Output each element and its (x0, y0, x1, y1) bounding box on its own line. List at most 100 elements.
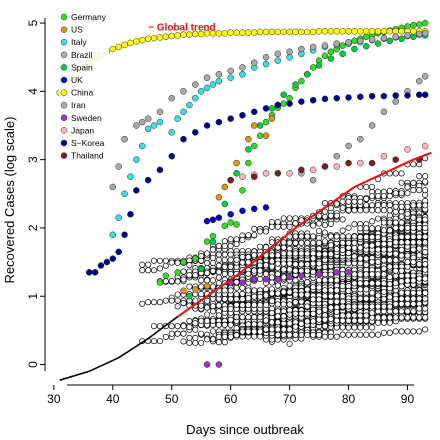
other-country-point (333, 308, 340, 315)
point-germany (339, 42, 346, 49)
y-tick-label: 5 (26, 19, 40, 26)
other-country-point (280, 301, 287, 308)
point-italy (144, 125, 152, 133)
other-country-point (416, 314, 423, 321)
point-spain (315, 62, 323, 69)
other-country-point (215, 312, 222, 319)
point-skorea (109, 255, 117, 262)
point-germany (192, 255, 199, 262)
point-china (215, 30, 223, 37)
other-country-point (286, 260, 293, 267)
other-country-point (351, 233, 358, 240)
other-country-point (416, 252, 423, 259)
other-country-point (227, 243, 234, 250)
other-country-point (162, 278, 169, 285)
point-skorea (115, 248, 122, 256)
other-country-point (404, 328, 411, 335)
other-country-point (286, 282, 293, 289)
other-country-point (357, 244, 364, 251)
other-country-point (339, 216, 346, 223)
point-germany (250, 142, 258, 150)
other-country-point (422, 295, 429, 302)
point-skorea (192, 129, 199, 136)
point-sweden (203, 361, 211, 368)
other-country-point (369, 218, 376, 225)
point-germany (280, 100, 287, 107)
other-country-point (363, 295, 370, 302)
other-country-point (392, 300, 399, 307)
other-country-point (374, 280, 382, 287)
axes (44, 18, 414, 386)
other-country-point (386, 257, 393, 264)
other-country-point (351, 207, 358, 214)
other-country-point (345, 240, 352, 247)
point-skorea (85, 269, 93, 276)
other-country-point (321, 208, 329, 215)
point-china (162, 33, 170, 40)
other-country-point (339, 324, 346, 331)
other-country-point (422, 173, 429, 180)
point-spain (268, 105, 276, 112)
other-country-point (363, 207, 370, 214)
other-country-point (251, 287, 258, 294)
other-country-point (392, 190, 399, 197)
other-country-point (316, 296, 323, 303)
point-italy (139, 142, 146, 150)
point-spain (374, 40, 382, 47)
other-country-point (374, 319, 382, 326)
other-country-point (304, 233, 311, 240)
point-germany (233, 221, 240, 228)
other-country-point (221, 305, 228, 312)
point-china (150, 34, 158, 42)
point-china (280, 28, 287, 36)
point-skorea (309, 96, 317, 104)
other-country-point (245, 270, 252, 277)
other-country-point (410, 239, 417, 246)
point-italy (227, 74, 234, 81)
point-germany (156, 279, 164, 286)
other-country-point (392, 203, 399, 210)
legend-swatch (60, 127, 68, 134)
other-country-point (392, 224, 399, 231)
point-spain (327, 55, 335, 62)
other-country-point (333, 277, 340, 284)
other-country-point (416, 305, 423, 312)
other-country-point (280, 289, 287, 296)
other-country-point (209, 336, 217, 343)
other-country-point (333, 293, 340, 300)
point-italy (274, 57, 282, 64)
other-country-point (357, 331, 364, 338)
other-country-point (251, 314, 258, 321)
other-country-point (398, 213, 405, 220)
point-china (362, 28, 370, 35)
other-country-point (204, 269, 211, 277)
point-iran (333, 40, 340, 47)
point-sweden (298, 272, 305, 279)
point-germany (362, 33, 370, 40)
point-iran (144, 115, 152, 122)
other-country-point (374, 246, 382, 253)
other-country-point (239, 296, 246, 303)
legend-label: China (71, 88, 93, 98)
other-country-point (239, 236, 246, 244)
point-spain (304, 71, 311, 78)
other-country-point (298, 261, 305, 268)
other-country-point (333, 298, 340, 305)
other-country-point (274, 290, 281, 297)
other-country-point (280, 313, 287, 320)
other-country-point (333, 233, 340, 240)
other-country-point (233, 256, 240, 263)
point-china (351, 28, 358, 35)
point-china (339, 28, 346, 35)
point-china (398, 28, 405, 35)
other-country-point (304, 318, 311, 325)
other-country-point (227, 256, 234, 263)
other-country-point (363, 183, 370, 190)
point-china (392, 28, 399, 35)
other-country-point (262, 317, 270, 324)
other-country-point (233, 301, 240, 309)
other-country-point (204, 317, 211, 324)
other-country-point (221, 321, 228, 328)
point-germany (239, 187, 246, 194)
point-italy (115, 214, 122, 221)
